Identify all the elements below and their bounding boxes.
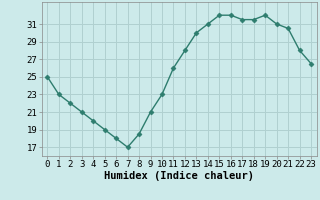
X-axis label: Humidex (Indice chaleur): Humidex (Indice chaleur) <box>104 171 254 181</box>
